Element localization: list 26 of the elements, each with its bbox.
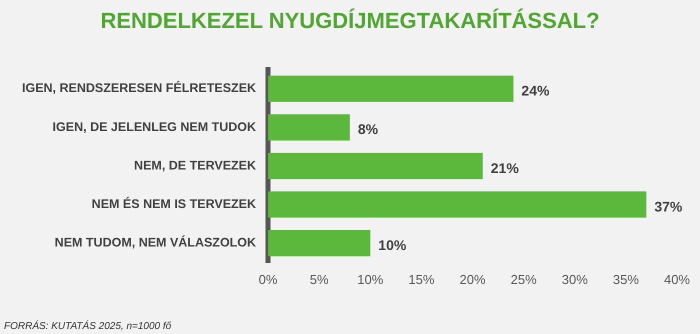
x-tick-label: 20% bbox=[460, 272, 486, 287]
text: FORRÁS: KUTATÁS 2025, n=1000 fő bbox=[4, 321, 172, 332]
bar bbox=[268, 152, 483, 180]
y-tick-label: IGEN, DE JELENLEG NEM TUDOK bbox=[52, 120, 256, 134]
y-tick-label: NEM ÉS NEM IS TERVEZEK bbox=[92, 196, 256, 211]
x-tick-label: 35% bbox=[612, 272, 640, 287]
data-label: 37% bbox=[654, 198, 683, 214]
bar bbox=[268, 191, 646, 218]
x-tick-label: 5% bbox=[310, 272, 330, 287]
y-tick-label: NEM TUDOM, NEM VÁLASZOLOK bbox=[54, 234, 256, 250]
bar bbox=[268, 230, 370, 256]
x-tick-label: 10% bbox=[357, 272, 384, 287]
x-tick-label: 0% bbox=[258, 272, 278, 287]
y-tick-label: NEM, DE TERVEZEK bbox=[134, 158, 256, 172]
x-tick-label: 25% bbox=[510, 272, 538, 287]
data-label: 8% bbox=[358, 121, 379, 138]
data-label: 10% bbox=[378, 236, 407, 253]
data-label: 21% bbox=[490, 160, 520, 176]
x-tick-label: 40% bbox=[664, 272, 690, 287]
bar bbox=[268, 76, 514, 102]
x-tick-label: 15% bbox=[408, 272, 435, 287]
y-tick-label: IGEN, RENDSZERESEN FÉLRETESZEK bbox=[22, 80, 256, 96]
data-label: 24% bbox=[521, 82, 550, 99]
chart-title: RENDELKEZEL NYUGDÍJMEGTAKARÍTÁSSAL? bbox=[99, 8, 601, 34]
x-tick-label: 30% bbox=[562, 272, 588, 287]
bar bbox=[268, 114, 350, 140]
